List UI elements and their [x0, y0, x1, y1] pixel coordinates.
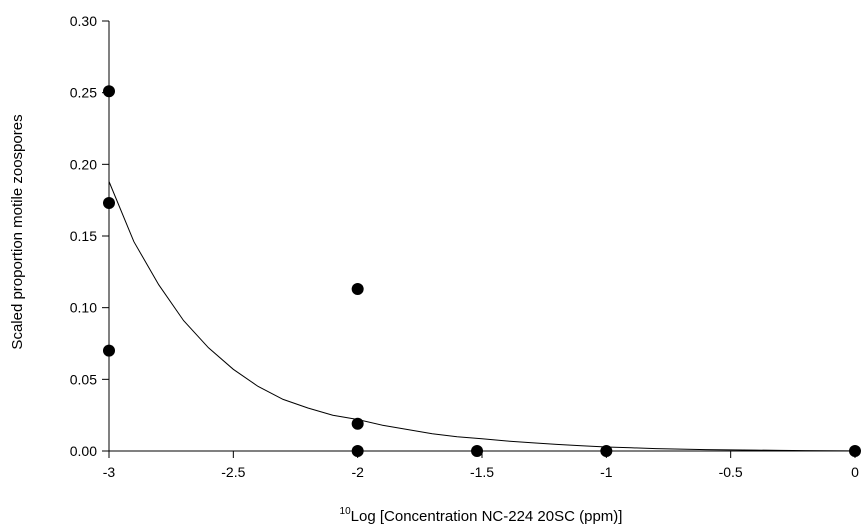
- x-tick-label: -1: [600, 464, 613, 480]
- fit-curve: [108, 181, 856, 452]
- fit-curve-layer: [108, 181, 856, 452]
- y-tick-label: 0.25: [70, 85, 97, 101]
- x-tick-label: -0.5: [719, 464, 743, 480]
- x-tick-label: -2.5: [221, 464, 245, 480]
- x-axis-title-superscript: 10: [340, 506, 352, 517]
- y-tick-label: 0.05: [70, 371, 97, 387]
- data-point: [103, 344, 115, 357]
- data-points-layer: [103, 85, 861, 457]
- data-point: [471, 445, 484, 457]
- y-axis-title: Scaled proportion motile zoospores: [9, 114, 26, 349]
- y-tick-label: 0.15: [70, 228, 97, 244]
- x-tick-label: 0: [851, 464, 859, 480]
- x-tick-label: -2: [351, 464, 364, 480]
- y-tick-label: 0.30: [70, 13, 97, 29]
- data-point: [103, 85, 115, 98]
- x-axis-title: 10Log [Concentration NC-224 20SC (ppm)]: [340, 506, 623, 525]
- y-tick-label: 0.00: [70, 443, 97, 459]
- data-point: [351, 445, 364, 457]
- data-point: [849, 445, 861, 457]
- axes: [108, 21, 855, 452]
- ticks: 0.00 0.05 0.10 0.15 0.20 0.25 0.30 -3 -2.5 -2 -1.5…: [70, 13, 859, 480]
- data-point: [351, 417, 364, 430]
- y-tick-label: 0.20: [70, 156, 97, 172]
- x-tick-label: -1.5: [470, 464, 494, 480]
- x-axis-title-text: Log [Concentration NC-224 20SC (ppm)]: [351, 508, 623, 525]
- x-tick-label: -3: [103, 464, 116, 480]
- data-point: [600, 445, 613, 457]
- data-point: [103, 197, 115, 210]
- y-tick-label: 0.10: [70, 300, 97, 316]
- data-point: [351, 283, 364, 296]
